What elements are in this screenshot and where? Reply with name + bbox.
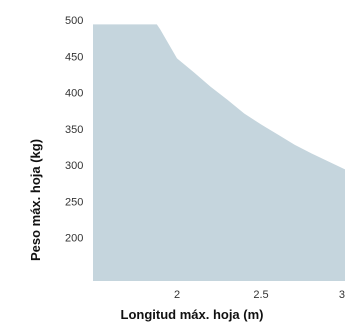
y-tick-label: 450 xyxy=(65,51,83,63)
capacity-area xyxy=(93,24,345,281)
y-tick-label: 200 xyxy=(65,233,83,245)
x-axis-ticks: 2 2.5 3 xyxy=(174,289,345,301)
y-tick-label: 300 xyxy=(65,160,83,172)
y-axis-title: Peso máx. hoja (kg) xyxy=(28,139,43,261)
x-tick-label: 2.5 xyxy=(253,289,268,301)
x-tick-label: 2 xyxy=(174,289,180,301)
y-tick-label: 350 xyxy=(65,124,83,136)
x-tick-label: 3 xyxy=(339,289,345,301)
x-axis-title: Longitud máx. hoja (m) xyxy=(121,307,264,322)
y-tick-label: 250 xyxy=(65,196,83,208)
y-tick-label: 400 xyxy=(65,88,83,100)
y-tick-label: 500 xyxy=(65,15,83,27)
y-axis-ticks: 200 250 300 350 400 450 500 xyxy=(65,15,83,245)
